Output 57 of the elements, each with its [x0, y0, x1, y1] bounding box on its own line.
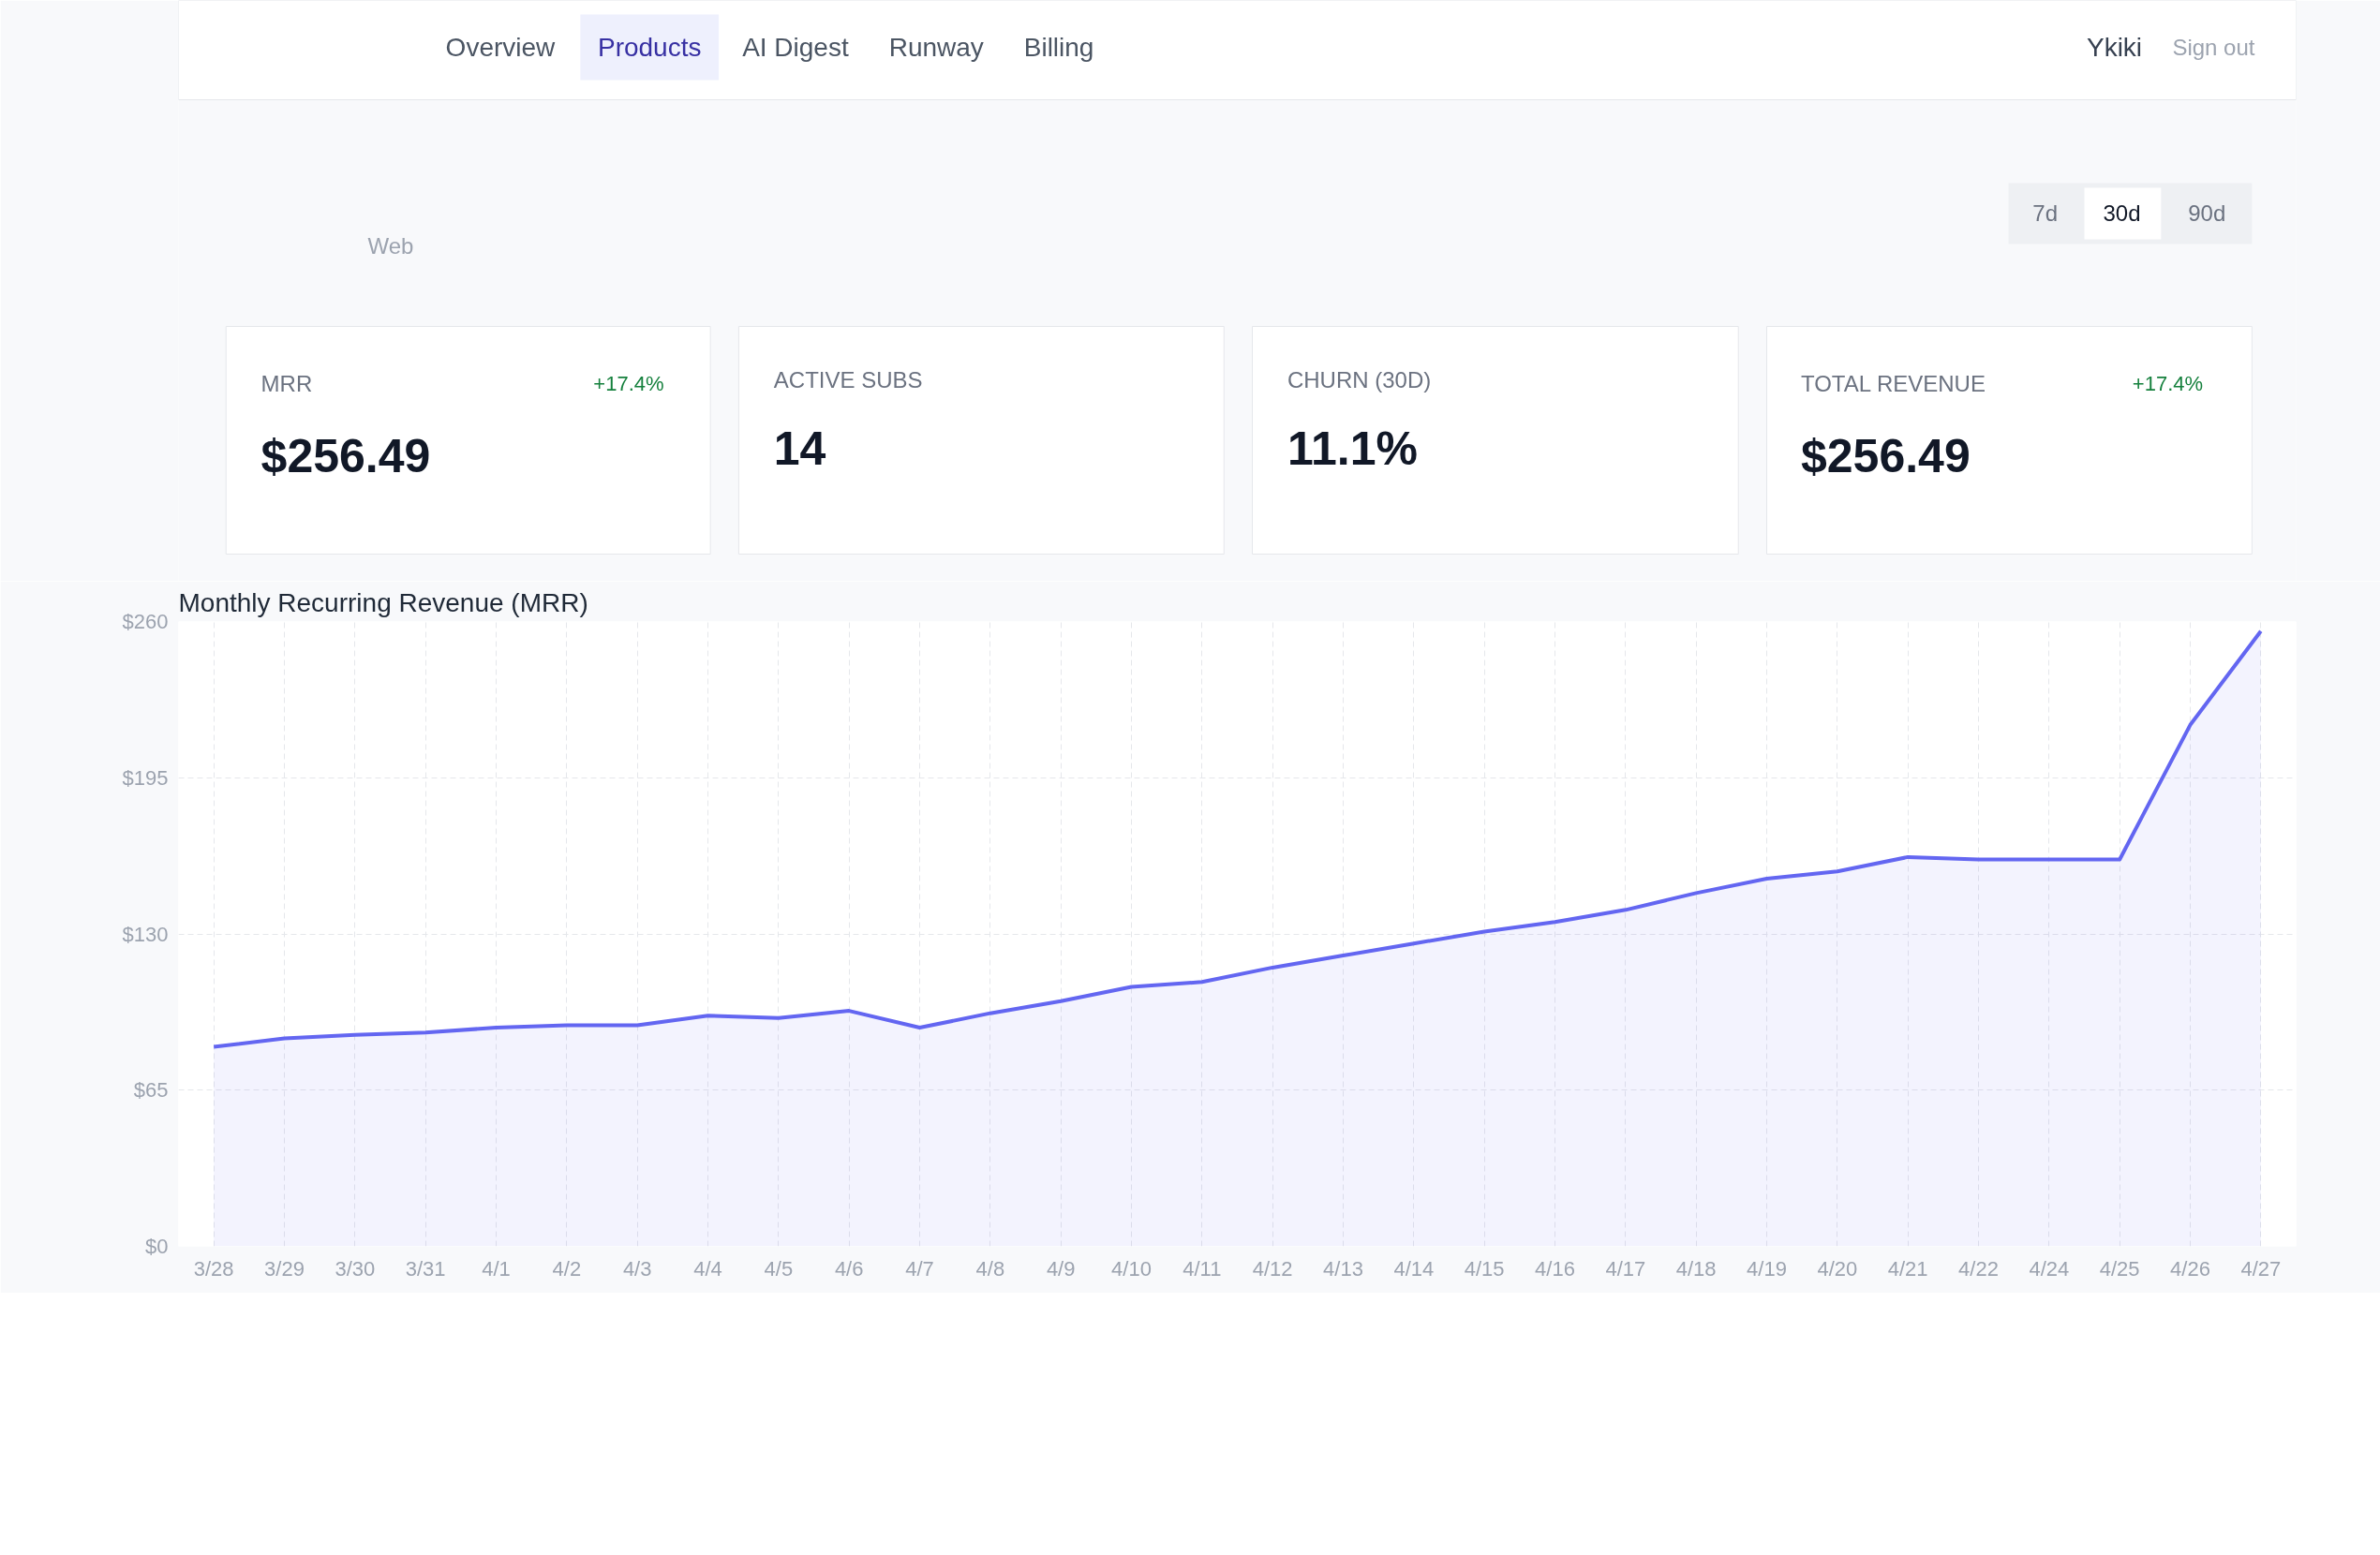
x-tick-label: 4/24 — [2029, 1256, 2070, 1281]
text: MRR — [260, 371, 313, 396]
x-tick-label: 4/7 — [905, 1256, 934, 1281]
x-tick-label: 4/15 — [1464, 1256, 1505, 1281]
text: 7d — [2032, 200, 2059, 226]
x-tick-label: 4/13 — [1323, 1256, 1363, 1281]
x-tick-label: 4/16 — [1535, 1256, 1575, 1281]
x-tick-label: 4/11 — [1183, 1256, 1222, 1281]
text: Web — [367, 233, 414, 259]
text: TOTAL REVENUE — [1800, 371, 1986, 396]
text: Ykiki — [2086, 33, 2143, 62]
text: 90d — [2188, 200, 2226, 226]
x-tick-label: 3/29 — [264, 1256, 305, 1281]
x-tick-label: 4/27 — [2240, 1256, 2282, 1281]
text: 14 — [773, 422, 826, 475]
x-tick-label: 3/28 — [193, 1256, 234, 1281]
x-tick-label: 4/26 — [2170, 1256, 2210, 1281]
x-tick-label: 4/14 — [1393, 1256, 1435, 1281]
x-tick-label: 4/25 — [2099, 1256, 2140, 1281]
text: AI Digest — [742, 33, 849, 62]
x-tick-label: 4/3 — [622, 1256, 652, 1281]
text: +17.4% — [593, 372, 664, 395]
x-tick-label: 4/5 — [764, 1256, 794, 1281]
x-tick-label: 4/22 — [1958, 1256, 1999, 1281]
text: $256.49 — [1800, 429, 1971, 482]
text: $256.49 — [260, 429, 431, 482]
y-tick-label: $0 — [145, 1235, 169, 1258]
text: 30d — [2103, 200, 2141, 226]
x-tick-label: 4/21 — [1887, 1256, 1928, 1281]
text: ACTIVE SUBS — [773, 367, 923, 392]
x-tick-label: 4/20 — [1817, 1256, 1858, 1281]
y-tick-label: $260 — [122, 610, 169, 633]
x-tick-label: 4/19 — [1747, 1256, 1787, 1281]
x-tick-label: 4/9 — [1046, 1256, 1076, 1281]
y-tick-label: $65 — [133, 1078, 169, 1103]
x-tick-label: 4/4 — [693, 1256, 722, 1281]
text: Products — [597, 33, 702, 62]
text: Sign out — [2172, 35, 2255, 60]
text: 11.1% — [1287, 422, 1418, 475]
text: Overview — [445, 33, 557, 62]
x-tick-label: 4/12 — [1252, 1256, 1293, 1281]
text: +17.4% — [2132, 372, 2204, 395]
x-tick-label: 4/1 — [482, 1256, 511, 1281]
x-tick-label: 3/31 — [405, 1256, 446, 1281]
x-tick-label: 4/17 — [1605, 1256, 1646, 1281]
text: CHURN (30D) — [1287, 367, 1432, 392]
x-tick-label: 4/2 — [552, 1256, 582, 1281]
x-tick-label: 4/18 — [1675, 1256, 1717, 1281]
y-tick-label: $130 — [122, 922, 169, 946]
y-tick-label: $195 — [122, 765, 169, 790]
x-tick-label: 4/6 — [834, 1256, 864, 1281]
text: Billing — [1023, 33, 1094, 62]
x-tick-label: 4/10 — [1111, 1256, 1152, 1281]
text: Runway — [888, 33, 984, 62]
x-tick-label: 3/30 — [335, 1256, 376, 1281]
chart-title: Monthly Recurring Revenue (MRR) — [178, 587, 588, 617]
x-tick-label: 4/8 — [975, 1256, 1005, 1281]
